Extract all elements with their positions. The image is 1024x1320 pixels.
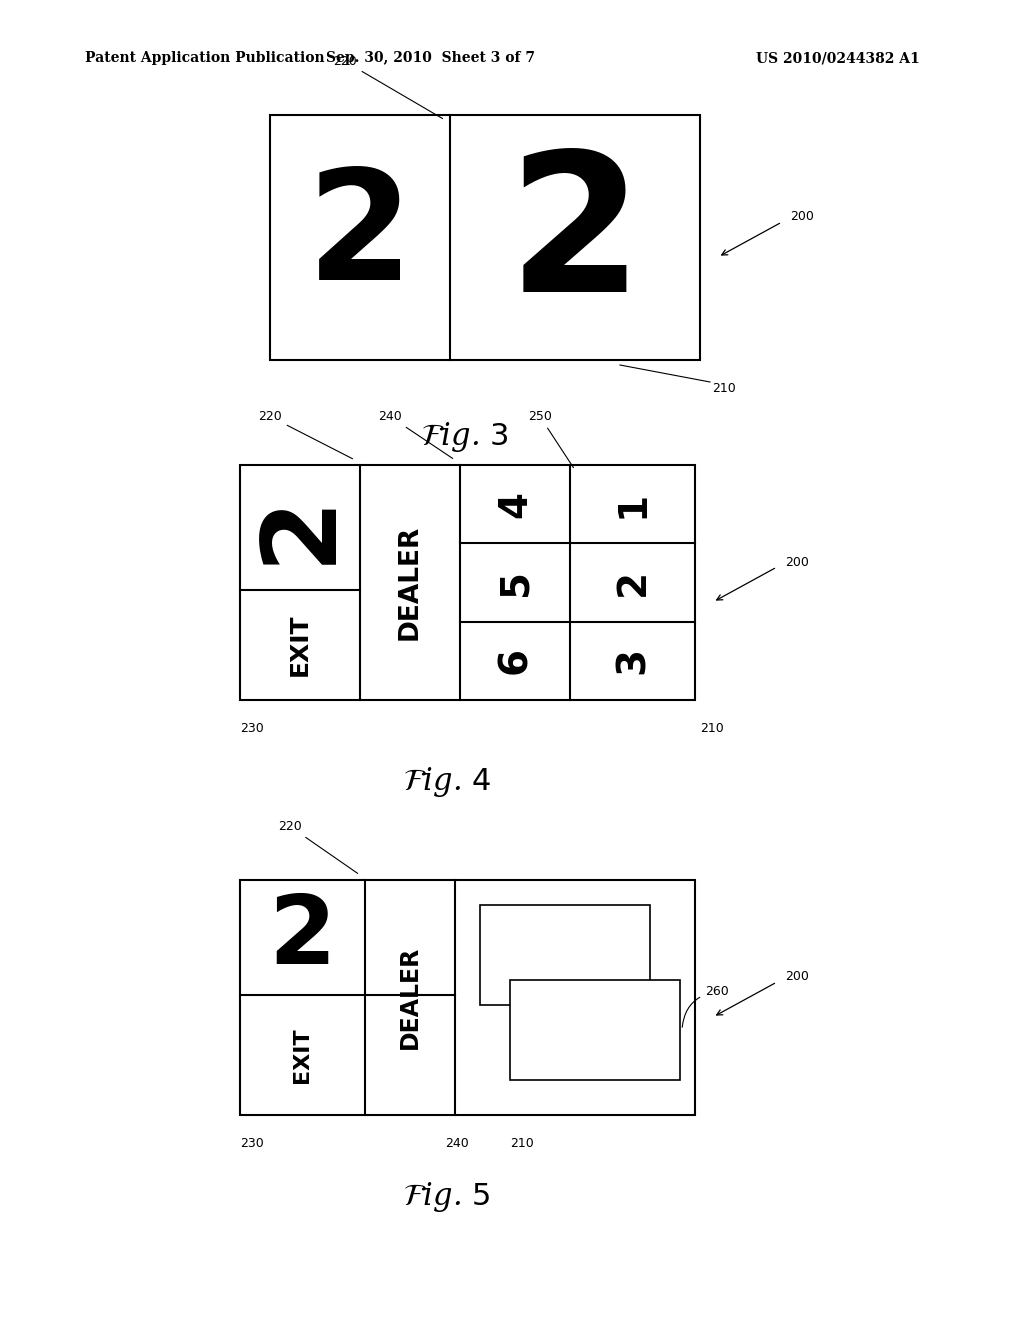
Text: 200: 200 <box>785 556 809 569</box>
Text: $\mathcal{F}$ig. $5$: $\mathcal{F}$ig. $5$ <box>403 1180 490 1214</box>
Text: 230: 230 <box>240 722 264 735</box>
Text: US 2010/0244382 A1: US 2010/0244382 A1 <box>757 51 920 65</box>
Text: 1: 1 <box>613 491 651 517</box>
Bar <box>270 115 700 360</box>
Bar <box>480 906 650 1005</box>
Text: $\mathcal{F}$ig. $4$: $\mathcal{F}$ig. $4$ <box>402 766 492 799</box>
Text: 240: 240 <box>378 411 453 458</box>
Text: DEALER: DEALER <box>398 946 422 1049</box>
Text: 5: 5 <box>496 569 534 597</box>
Text: EXIT: EXIT <box>288 614 312 676</box>
Text: 210: 210 <box>712 381 736 395</box>
Text: 6: 6 <box>496 647 534 675</box>
Text: 200: 200 <box>790 210 814 223</box>
Text: $\mathcal{F}$ig. $3$: $\mathcal{F}$ig. $3$ <box>421 420 509 454</box>
Text: Patent Application Publication: Patent Application Publication <box>85 51 325 65</box>
Text: 240: 240 <box>445 1137 469 1150</box>
Text: 2: 2 <box>307 162 413 312</box>
Text: 2: 2 <box>507 144 643 331</box>
Text: DEALER: DEALER <box>397 525 423 640</box>
Text: 220: 220 <box>279 820 357 874</box>
Text: EXIT: EXIT <box>293 1027 312 1082</box>
Text: 2: 2 <box>268 891 336 983</box>
Text: 220: 220 <box>333 55 442 119</box>
Bar <box>510 979 680 1080</box>
Text: 220: 220 <box>258 411 352 459</box>
Text: 2: 2 <box>250 491 350 564</box>
Text: 3: 3 <box>613 647 651 675</box>
Text: 210: 210 <box>510 1137 534 1150</box>
Bar <box>240 465 695 700</box>
Text: 260: 260 <box>682 985 729 1027</box>
Text: Sep. 30, 2010  Sheet 3 of 7: Sep. 30, 2010 Sheet 3 of 7 <box>326 51 535 65</box>
Text: 2: 2 <box>613 569 651 597</box>
Text: 250: 250 <box>528 411 573 467</box>
Text: 230: 230 <box>240 1137 264 1150</box>
Text: 200: 200 <box>785 970 809 983</box>
Text: 4: 4 <box>496 491 534 517</box>
Text: 210: 210 <box>700 722 724 735</box>
Bar <box>240 880 695 1115</box>
